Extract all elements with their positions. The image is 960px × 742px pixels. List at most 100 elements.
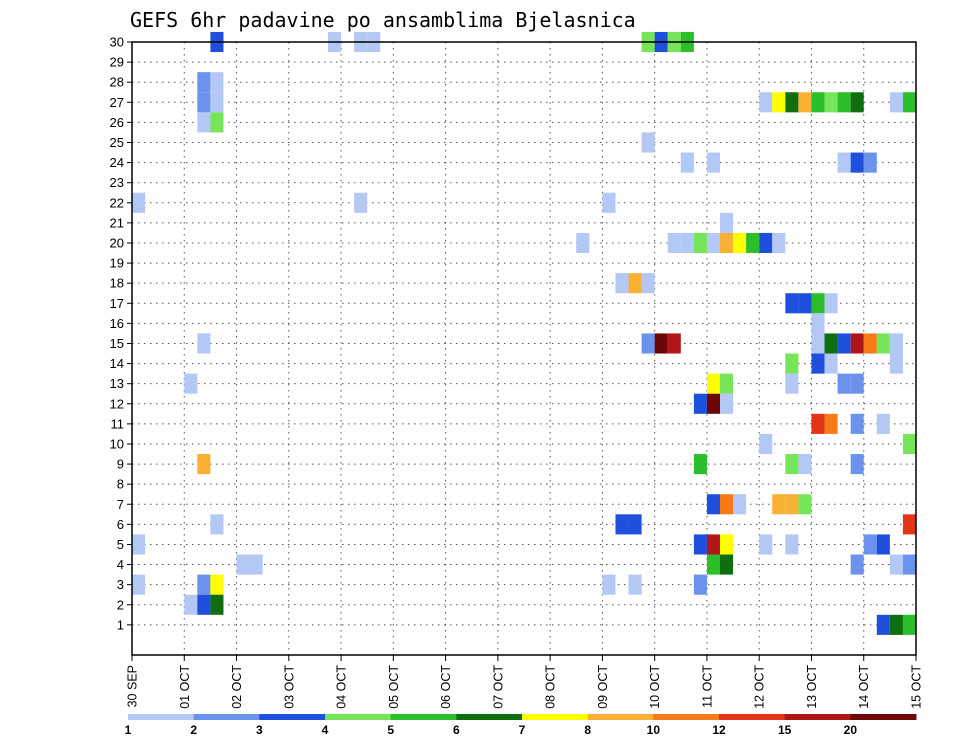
heatmap-cell xyxy=(876,614,890,635)
heatmap-cell xyxy=(693,393,707,414)
y-tick-label: 3 xyxy=(117,577,124,592)
y-tick-label: 26 xyxy=(110,115,124,130)
heatmap-cell xyxy=(889,554,903,575)
heatmap-cell xyxy=(197,454,211,475)
x-tick-label: 30 SEP xyxy=(126,665,140,707)
colorbar-label: 8 xyxy=(584,723,591,737)
heatmap-cell xyxy=(811,353,825,374)
colorbar-swatch xyxy=(128,714,195,720)
y-tick-label: 29 xyxy=(110,55,124,70)
y-tick-label: 10 xyxy=(110,436,124,451)
heatmap-cell xyxy=(693,534,707,555)
heatmap-cell xyxy=(824,333,838,354)
heatmap-cell xyxy=(785,494,799,515)
heatmap-cell xyxy=(602,574,616,595)
heatmap-cell xyxy=(132,192,146,213)
heatmap-cell xyxy=(785,373,799,394)
x-tick-label: 04 OCT xyxy=(335,665,349,709)
y-tick-label: 25 xyxy=(110,135,124,150)
heatmap-cell xyxy=(863,152,877,173)
colorbar-label: 12 xyxy=(712,723,726,737)
heatmap-cell xyxy=(811,293,825,314)
y-axis: 1234567891011121314151617181920212223242… xyxy=(110,35,132,632)
heatmap-cell xyxy=(693,574,707,595)
y-tick-label: 13 xyxy=(110,376,124,391)
colorbar: 1 2 3 4 5 6 7 8 10 12 15 20 xyxy=(125,714,917,737)
heatmap-cell xyxy=(772,494,786,515)
colorbar-swatch xyxy=(259,714,326,720)
y-tick-label: 12 xyxy=(110,396,124,411)
heatmap-cell xyxy=(693,454,707,475)
colorbar-swatch xyxy=(850,714,917,720)
heatmap-cell xyxy=(210,92,224,113)
heatmap-cell xyxy=(889,92,903,113)
heatmap-cell xyxy=(798,454,812,475)
y-tick-label: 6 xyxy=(117,517,124,532)
heatmap-cell xyxy=(706,494,720,515)
colorbar-label: 5 xyxy=(387,723,394,737)
heatmap-cell xyxy=(576,232,590,254)
heatmap-cell xyxy=(759,92,773,113)
heatmap-cell xyxy=(706,373,720,394)
y-tick-label: 11 xyxy=(111,416,125,431)
heatmap-cell xyxy=(667,333,681,354)
heatmap-cell xyxy=(720,373,734,394)
heatmap-cell xyxy=(876,534,890,555)
x-tick-label: 12 OCT xyxy=(753,665,767,709)
heatmap-cell xyxy=(197,574,211,595)
heatmap-cell xyxy=(720,212,734,233)
heatmap-cell xyxy=(197,112,211,133)
y-tick-label: 17 xyxy=(110,296,124,311)
heatmap-cell xyxy=(210,594,224,615)
y-tick-label: 30 xyxy=(110,35,124,50)
colorbar-label: 1 xyxy=(125,723,132,737)
heatmap-cell xyxy=(354,192,368,213)
heatmap-cell xyxy=(628,574,642,595)
colorbar-swatch xyxy=(719,714,786,720)
heatmap-cell xyxy=(197,72,211,93)
heatmap-cell xyxy=(641,273,655,294)
heatmap-cell xyxy=(615,273,629,294)
heatmap-cell xyxy=(706,554,720,575)
heatmap-cell xyxy=(850,413,864,434)
heatmap-cell xyxy=(798,293,812,314)
y-tick-label: 4 xyxy=(117,557,124,572)
colorbar-label: 10 xyxy=(647,723,661,737)
heatmap-cell xyxy=(902,514,916,535)
heatmap-cell xyxy=(706,534,720,555)
heatmap-cell xyxy=(132,574,146,595)
y-tick-label: 5 xyxy=(117,537,124,552)
heatmap-cell xyxy=(850,373,864,394)
heatmap-cell xyxy=(863,534,877,555)
x-tick-label: 14 OCT xyxy=(857,665,871,709)
heatmap-cell xyxy=(720,554,734,575)
y-tick-label: 2 xyxy=(117,597,124,612)
heatmap-cell xyxy=(733,494,747,515)
heatmap-cell xyxy=(249,554,263,575)
heatmap-cell xyxy=(197,594,211,615)
heatmap-cell xyxy=(785,353,799,374)
colorbar-label: 2 xyxy=(190,723,197,737)
heatmap-cell xyxy=(811,92,825,113)
heatmap-cell xyxy=(184,373,198,394)
heatmap-cell xyxy=(798,494,812,515)
y-tick-label: 16 xyxy=(110,316,124,331)
heatmap-cell xyxy=(837,92,851,113)
heatmap-cell xyxy=(889,614,903,635)
heatmap-cell xyxy=(772,232,786,254)
heatmap-cell xyxy=(837,373,851,394)
heatmap-cell xyxy=(902,554,916,575)
y-tick-label: 19 xyxy=(110,256,124,271)
x-tick-label: 06 OCT xyxy=(439,665,453,709)
heatmap-cell xyxy=(876,333,890,354)
heatmap-cell xyxy=(837,333,851,354)
x-tick-label: 09 OCT xyxy=(596,665,610,709)
x-tick-label: 08 OCT xyxy=(544,665,558,709)
heatmap-cell xyxy=(746,232,760,254)
heatmap-cell xyxy=(850,454,864,475)
heatmap-cell xyxy=(889,353,903,374)
heatmap-cell xyxy=(837,152,851,173)
x-tick-label: 02 OCT xyxy=(230,665,244,709)
heatmap-cell xyxy=(654,333,668,354)
